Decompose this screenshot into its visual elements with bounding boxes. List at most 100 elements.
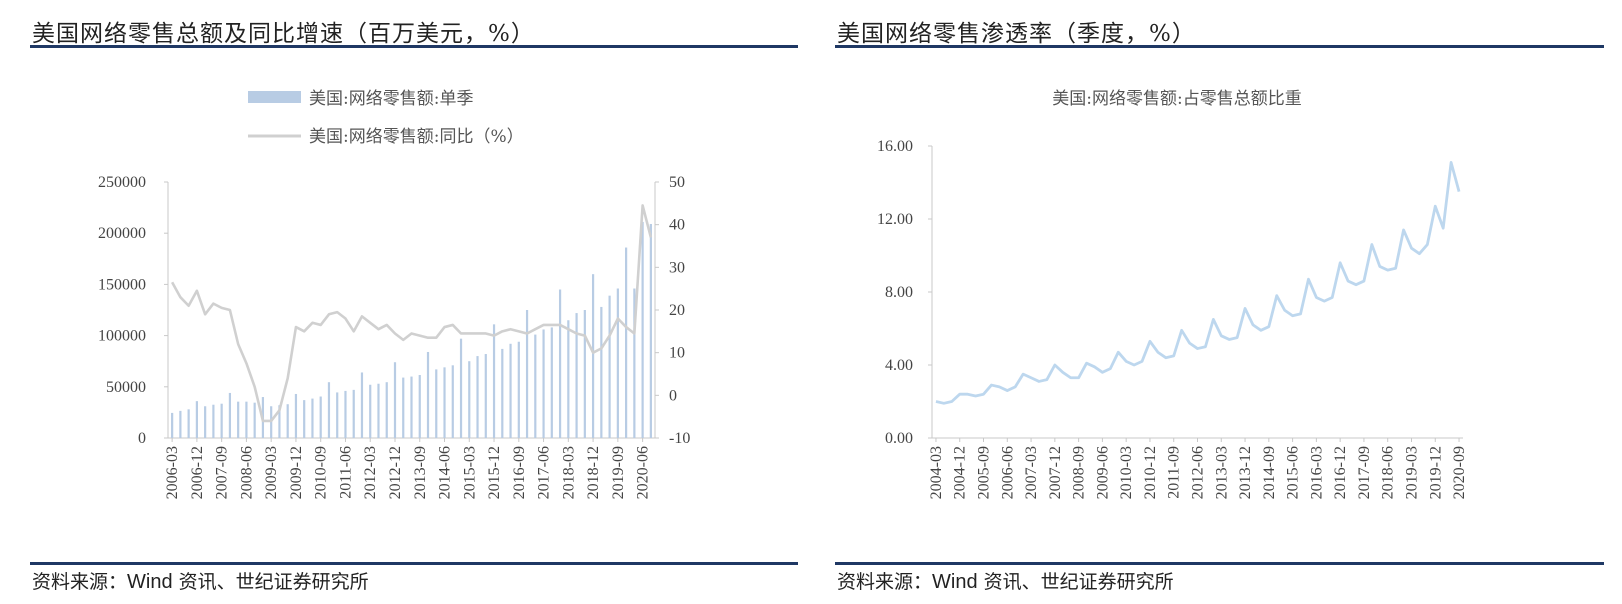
x-tick-label: 2004-03	[928, 446, 945, 499]
right-axes	[928, 145, 1463, 442]
bar	[402, 377, 405, 438]
bar	[435, 369, 438, 438]
x-tick-label: 2004-12	[952, 446, 969, 499]
y-tick-label: 16.00	[877, 138, 913, 155]
left-source-wind: Wind	[127, 571, 173, 593]
bar	[459, 338, 463, 438]
y-right-tick-label: 30	[669, 259, 685, 276]
bar	[641, 221, 644, 438]
x-tick-label: 2009-03	[263, 446, 280, 499]
right-source-prefix: 资料来源：	[837, 571, 933, 593]
bar	[344, 390, 347, 438]
bar	[369, 384, 372, 438]
x-tick-label: 2008-06	[238, 446, 255, 499]
bar	[171, 412, 174, 438]
y-tick-label: 12.00	[877, 211, 913, 228]
y-right-tick-label: 10	[669, 345, 685, 362]
y-right-tick-label: 0	[669, 387, 677, 404]
x-tick-label: 2020-06	[635, 446, 652, 499]
left-tick-labels: 0 50000 100000 150000 200000 250000 -10 0 10 20 30…	[98, 174, 690, 499]
y-right-tick-label: 40	[669, 217, 685, 234]
x-tick-label: 2010-09	[313, 446, 330, 499]
bar	[426, 351, 430, 438]
right-panel: 美国网络零售渗透率（季度，%） 美国:网络零售额:占零售总额比重 0.00 4.0…	[835, 0, 1622, 604]
bar	[633, 288, 636, 438]
bar	[468, 361, 471, 438]
x-tick-label: 2006-12	[189, 446, 206, 499]
x-tick-label: 2005-09	[976, 446, 993, 499]
x-tick-label: 2016-03	[1308, 446, 1325, 499]
bar	[550, 327, 553, 438]
bar	[195, 401, 198, 438]
right-line-series	[935, 161, 1461, 405]
right-source-wind: Wind	[932, 571, 978, 593]
left-bars	[171, 221, 652, 438]
left-source-rule	[30, 562, 798, 565]
bar	[443, 367, 446, 438]
bar	[393, 362, 397, 438]
left-source-suffix: 资讯、世纪证券研究所	[172, 571, 369, 593]
x-tick-label: 2015-12	[486, 446, 503, 499]
right-chart-svg: 美国:网络零售额:占零售总额比重 0.00 4.00 8.00 12.00 16.00 2…	[877, 89, 1468, 499]
bar	[220, 403, 223, 438]
bar	[501, 348, 504, 438]
bar	[625, 247, 628, 438]
bar	[336, 392, 339, 438]
bar	[492, 324, 496, 438]
left-source: 资料来源：Wind 资讯、世纪证券研究所	[32, 567, 369, 594]
x-tick-label: 2010-03	[1118, 446, 1135, 499]
bar	[600, 306, 603, 438]
x-tick-label: 2006-06	[999, 446, 1016, 499]
x-tick-label: 2010-12	[1142, 446, 1159, 499]
right-source-suffix: 资讯、世纪证券研究所	[977, 571, 1174, 593]
x-tick-label: 2017-06	[536, 446, 553, 499]
legend-line-label: 美国:网络零售额:同比（%）	[309, 127, 524, 147]
bar	[476, 356, 479, 438]
left-chart-title: 美国网络零售总额及同比增速（百万美元，%）	[32, 21, 535, 47]
x-tick-label: 2009-06	[1094, 446, 1111, 499]
bar	[187, 409, 190, 438]
x-tick-label: 2019-12	[1427, 446, 1444, 499]
bar	[294, 393, 298, 438]
bar	[278, 405, 281, 438]
bar	[525, 310, 529, 438]
x-tick-label: 2015-03	[461, 446, 478, 499]
bar	[360, 372, 364, 438]
bar	[509, 343, 512, 438]
x-tick-label: 2007-03	[1023, 446, 1040, 499]
bar	[319, 396, 322, 438]
y-right-tick-label: -10	[669, 430, 690, 447]
left-title-rule	[30, 45, 798, 48]
bar	[377, 383, 380, 438]
left-panel: 美国网络零售总额及同比增速（百万美元，%） 美国:网络零售额:单季 美国:网络零…	[0, 0, 800, 604]
right-tick-labels: 0.00 4.00 8.00 12.00 16.00 2004-03 2004-12 2005…	[877, 138, 1468, 499]
x-tick-label: 2015-06	[1285, 446, 1302, 499]
bar	[517, 341, 520, 438]
penetration-line	[935, 161, 1461, 405]
bar	[286, 404, 289, 438]
x-tick-label: 2011-09	[1166, 446, 1183, 499]
right-title-rule	[835, 45, 1604, 48]
y-left-tick-label: 0	[138, 430, 146, 447]
bar	[591, 274, 595, 438]
right-chart-title: 美国网络零售渗透率（季度，%）	[837, 21, 1196, 47]
x-tick-label: 2011-06	[337, 446, 354, 499]
y-left-tick-label: 150000	[98, 276, 146, 293]
x-tick-label: 2012-12	[387, 446, 404, 499]
x-tick-label: 2007-09	[214, 446, 231, 499]
bar	[327, 382, 331, 438]
y-tick-label: 8.00	[885, 284, 913, 301]
x-tick-label: 2020-09	[1451, 446, 1468, 499]
y-tick-label: 0.00	[885, 430, 913, 447]
bar	[616, 288, 619, 438]
right-source: 资料来源：Wind 资讯、世纪证券研究所	[837, 567, 1174, 594]
bar	[575, 313, 578, 438]
left-source-prefix: 资料来源：	[32, 571, 128, 593]
y-tick-label: 4.00	[885, 357, 913, 374]
bar	[410, 376, 413, 438]
x-tick-label: 2014-06	[437, 446, 454, 499]
bar	[303, 400, 306, 438]
yoy-line	[170, 204, 653, 423]
y-right-tick-label: 20	[669, 302, 685, 319]
bar	[451, 365, 454, 438]
